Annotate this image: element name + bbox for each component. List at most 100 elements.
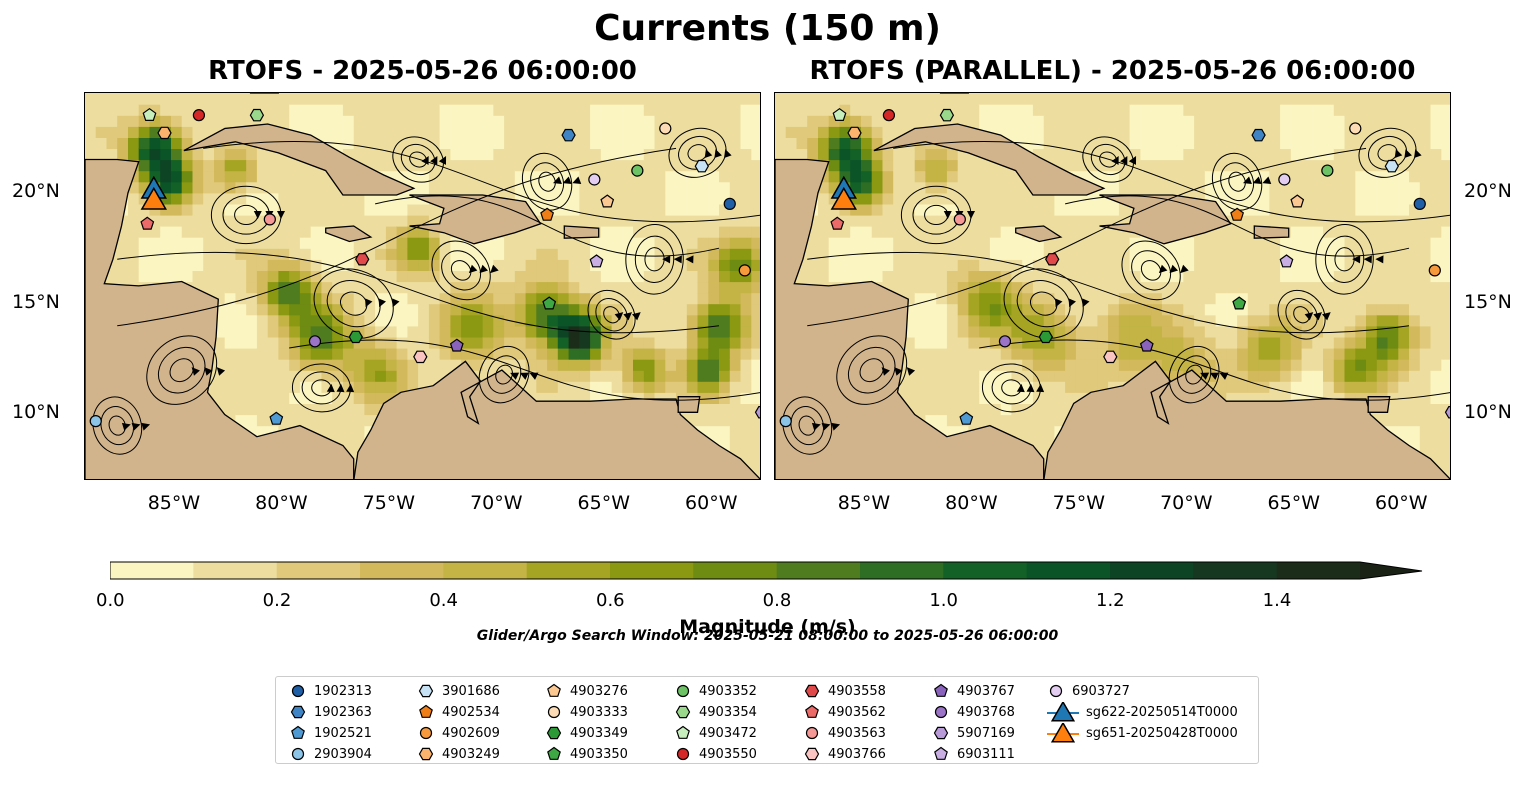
- map-panel-rtofs-parallel: [774, 92, 1451, 480]
- legend-label: 1902521: [314, 725, 372, 741]
- platform-4903354: [249, 108, 265, 122]
- legend-marker-4903349: [546, 726, 562, 740]
- legend-marker-6903111: [934, 746, 948, 760]
- platform-4902609: [1428, 264, 1441, 277]
- colorbar-segment: [1026, 562, 1111, 579]
- legend-item: 4903558: [802, 681, 886, 701]
- y-tick-label: 15°N: [1464, 290, 1512, 313]
- platform-4903767: [1139, 338, 1154, 352]
- legend-marker-1902521: [291, 725, 305, 739]
- colorbar-segment: [693, 562, 778, 579]
- legend-item: 4902609: [416, 723, 500, 743]
- legend-marker-4903767: [934, 683, 948, 697]
- platform-4903558: [355, 253, 370, 266]
- legend-label: 4903472: [699, 725, 757, 741]
- y-tick-label: 10°N: [12, 401, 60, 424]
- legend-label: 4903563: [828, 725, 886, 741]
- colorbar-label: Magnitude (m/s): [679, 616, 856, 638]
- search-window-text: Glider/Argo Search Window: 2025-05-21 08…: [476, 628, 1059, 644]
- legend-marker-4903766: [804, 747, 820, 761]
- platform-4903249: [847, 126, 862, 140]
- legend-item: 4903767: [931, 681, 1015, 701]
- legend-marker-sg622-20250514T0000: [1050, 702, 1076, 722]
- legend-item: 6903111: [931, 744, 1015, 764]
- map-rtofs-plot: [85, 93, 760, 479]
- colorbar-tick-label: 1.0: [929, 590, 958, 611]
- legend-marker-4903333: [547, 705, 561, 719]
- platform-4903276: [600, 194, 615, 208]
- legend-label: 6903111: [957, 746, 1015, 762]
- legend-item: 1902521: [288, 723, 372, 743]
- platform-6903727: [588, 173, 601, 186]
- platform-3901686: [1384, 159, 1399, 173]
- colorbar-tick-label: 0.2: [262, 590, 292, 611]
- legend-marker-4903276: [547, 683, 561, 697]
- y-tick-label: 15°N: [12, 290, 60, 313]
- legend-marker-4903563: [805, 726, 819, 740]
- colorbar-segment: [1193, 562, 1278, 579]
- platform-4903349: [348, 330, 363, 344]
- legend-marker-sg651-20250428T0000: [1050, 723, 1076, 743]
- legend-marker-1902313: [291, 684, 305, 698]
- legend-label: 1902313: [314, 683, 372, 699]
- colorbar-tick-label: 1.4: [1262, 590, 1292, 611]
- legend-item: 3901686: [416, 681, 500, 701]
- legend-label: 4903249: [442, 746, 500, 762]
- colorbar-segment: [276, 562, 361, 579]
- legend-marker-4902609: [419, 726, 433, 740]
- colorbar-segment: [360, 562, 444, 579]
- platform-6903727: [1278, 173, 1291, 186]
- legend-marker-6903727: [1049, 684, 1063, 698]
- legend-item: 4903472: [673, 723, 757, 743]
- legend-item: 1902313: [288, 681, 372, 701]
- legend-item: 4903550: [673, 744, 757, 764]
- legend-marker-4903550: [676, 747, 690, 761]
- platform-1902313: [723, 197, 736, 210]
- legend-item: 4903352: [673, 681, 757, 701]
- x-tick-label: 80°W: [945, 492, 998, 514]
- platform-4903563: [953, 213, 966, 226]
- platform-4903766: [413, 350, 428, 364]
- platform-2903904: [89, 415, 102, 428]
- right-panel-title: RTOFS (PARALLEL) - 2025-05-26 06:00:00: [809, 56, 1416, 86]
- legend-label: sg651-20250428T0000: [1086, 725, 1238, 741]
- platform-4903354: [939, 108, 955, 122]
- colorbar: [110, 561, 1423, 580]
- legend-label: 4902534: [442, 704, 500, 720]
- colorbar-tick-label: 0.4: [429, 590, 458, 611]
- legend-marker-4903768: [934, 705, 948, 719]
- x-tick-label: 85°W: [147, 492, 201, 514]
- legend-label: 3901686: [442, 683, 500, 699]
- glider-sg651-20250428T0000: [140, 186, 167, 210]
- legend-marker-4903558: [804, 684, 820, 698]
- legend-label: 4903766: [828, 746, 886, 762]
- x-tick-label: 70°W: [470, 492, 523, 514]
- legend-marker-4903350: [547, 746, 561, 760]
- legend-marker-4903562: [805, 704, 819, 718]
- colorbar-segment: [860, 562, 944, 579]
- platform-5907169: [754, 406, 760, 419]
- colorbar-tick-label: 0.8: [762, 590, 792, 611]
- legend-label: 4903333: [570, 704, 628, 720]
- legend-label: 4903349: [570, 725, 628, 741]
- platform-1902363: [561, 128, 576, 142]
- platform-4903350: [542, 296, 557, 310]
- platform-4903550: [192, 109, 206, 122]
- legend-label: 4903276: [570, 683, 628, 699]
- y-tick-label: 20°N: [1464, 179, 1512, 202]
- streamlines: [92, 127, 760, 455]
- platform-4903562: [140, 216, 155, 230]
- colorbar-segment: [1276, 562, 1361, 579]
- legend-label: 1902363: [314, 704, 372, 720]
- platform-2903904: [779, 415, 792, 428]
- platform-3901686: [694, 159, 709, 173]
- platform-4903333: [1349, 122, 1362, 135]
- legend-item: 2903904: [288, 744, 372, 764]
- legend-label: 4903352: [699, 683, 757, 699]
- legend-item: 4903349: [544, 723, 628, 743]
- colorbar-segment: [776, 562, 861, 579]
- platform-4903349: [1038, 330, 1053, 344]
- colorbar-tick-label: 0.0: [96, 590, 125, 611]
- colorbar-segment: [193, 562, 278, 579]
- x-tick-label: 75°W: [1052, 492, 1106, 514]
